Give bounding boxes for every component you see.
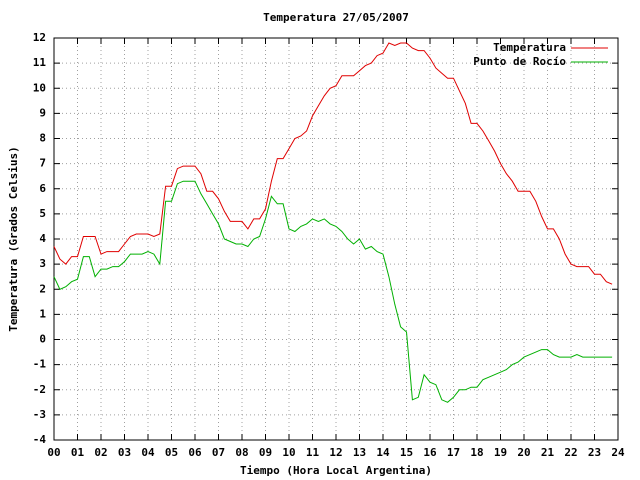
x-tick-label: 06	[188, 446, 202, 459]
x-tick-label: 20	[517, 446, 530, 459]
y-tick-label: 0	[39, 333, 46, 346]
x-tick-label: 22	[564, 446, 577, 459]
plot-border	[53, 37, 619, 441]
x-tick-label: 05	[165, 446, 178, 459]
x-tick-label: 09	[259, 446, 272, 459]
y-tick-label: 6	[39, 182, 46, 195]
x-tick-label: 03	[118, 446, 131, 459]
data-line	[53, 180, 613, 403]
x-tick-label: 07	[212, 446, 225, 459]
x-tick-label: 16	[423, 446, 437, 459]
x-tick-label: 21	[541, 446, 555, 459]
x-axis-label: Tiempo (Hora Local Argentina)	[240, 464, 432, 477]
y-tick-label: 4	[39, 232, 46, 245]
x-tick-label: 15	[400, 446, 413, 459]
x-tick-label: 18	[470, 446, 483, 459]
x-tick-label: 14	[376, 446, 390, 459]
y-tick-label: 3	[39, 257, 46, 270]
x-tick-label: 24	[611, 446, 625, 459]
legend-label: Punto de Rocío	[473, 55, 566, 68]
x-tick-label: 01	[71, 446, 85, 459]
x-tick-label: 02	[94, 446, 107, 459]
chart-title: Temperatura 27/05/2007	[263, 11, 409, 24]
y-tick-label: -1	[33, 358, 47, 371]
x-tick-label: 00	[47, 446, 60, 459]
x-tick-label: 12	[329, 446, 342, 459]
data-line	[53, 42, 613, 285]
x-tick-label: 23	[588, 446, 601, 459]
x-tick-label: 11	[306, 446, 320, 459]
y-tick-label: -2	[33, 383, 46, 396]
y-tick-label: 10	[33, 81, 46, 94]
x-tick-label: 08	[235, 446, 248, 459]
x-tick-label: 19	[494, 446, 507, 459]
legend-label: Temperatura	[493, 41, 566, 54]
y-axis-label: Temperatura (Grados Celsius)	[7, 146, 20, 331]
x-tick-label: 10	[282, 446, 295, 459]
y-tick-label: -3	[33, 408, 46, 421]
y-tick-label: 5	[39, 207, 46, 220]
x-tick-label: 04	[141, 446, 155, 459]
y-tick-label: 8	[39, 132, 46, 145]
y-tick-label: 2	[39, 282, 46, 295]
x-tick-label: 17	[447, 446, 460, 459]
x-tick-label: 13	[353, 446, 366, 459]
y-tick-label: 9	[39, 106, 46, 119]
y-tick-label: -4	[33, 433, 47, 446]
y-tick-label: 1	[39, 307, 46, 320]
y-tick-label: 7	[39, 157, 46, 170]
y-tick-label: 12	[33, 31, 46, 44]
y-tick-label: 11	[33, 56, 47, 69]
